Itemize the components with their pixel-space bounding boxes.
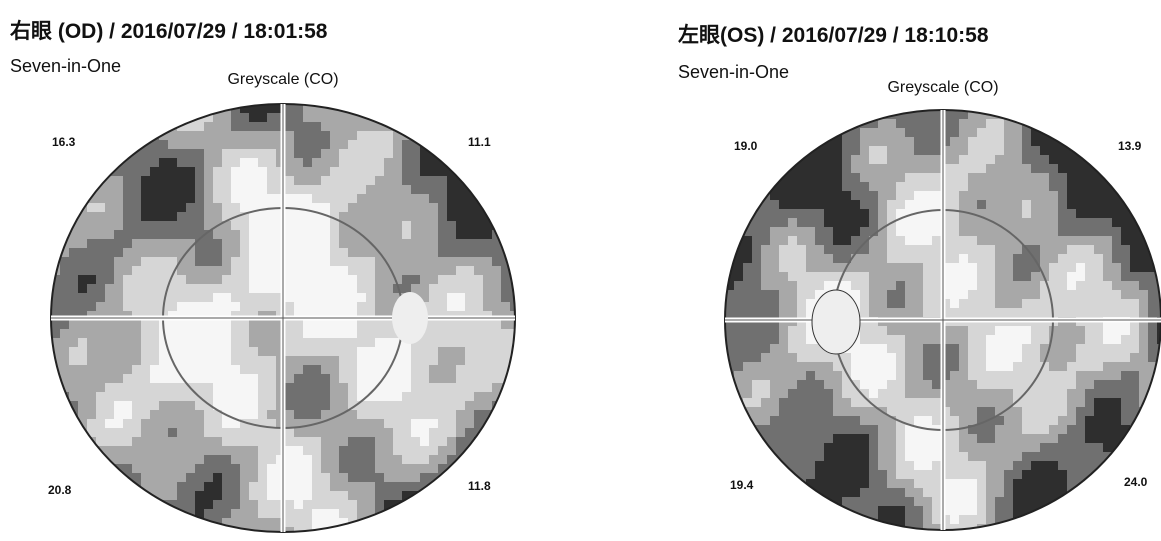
quadrant-value: 20.8 [48, 483, 72, 497]
screenshot: 右眼 (OD) / 2016/07/29 / 18:01:58 Seven-in… [0, 0, 1161, 536]
quadrant-value: 19.0 [734, 139, 758, 153]
page: 右眼 (OD) / 2016/07/29 / 18:01:58 Seven-in… [0, 0, 1161, 541]
panel-subtitle: Seven-in-One [678, 62, 789, 82]
quadrant-value: 13.9 [1118, 139, 1142, 153]
quadrant-value: 11.1 [468, 135, 491, 149]
quadrant-value: 11.8 [468, 479, 491, 493]
quadrant-value: 24.0 [1124, 475, 1148, 489]
quadrant-value: 16.3 [52, 135, 76, 149]
panel-title: 左眼(OS) / 2016/07/29 / 18:10:58 [678, 23, 989, 47]
plot-label: Greyscale (CO) [887, 79, 998, 96]
panel-title: 右眼 (OD) / 2016/07/29 / 18:01:58 [10, 19, 328, 43]
blind-spot [392, 292, 428, 344]
panel-subtitle: Seven-in-One [10, 56, 121, 76]
quadrant-value: 19.4 [730, 478, 754, 492]
blind-spot [812, 290, 860, 354]
plot-label: Greyscale (CO) [227, 71, 338, 88]
